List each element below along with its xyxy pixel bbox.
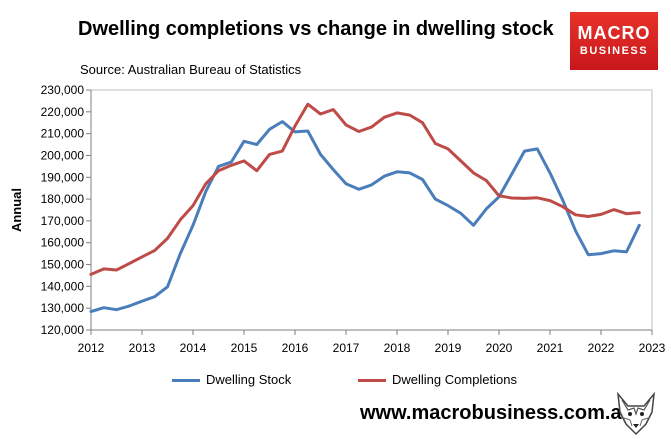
y-tick-label: 190,000 (41, 170, 85, 184)
y-tick-label: 210,000 (41, 127, 85, 141)
legend-swatch-dwelling-stock (172, 379, 200, 383)
x-tick-label: 2023 (639, 341, 666, 355)
y-tick-label: 180,000 (41, 192, 85, 206)
y-axis-label: Annual (9, 188, 24, 232)
logo-line-1: MACRO (577, 23, 651, 43)
legend-item-dwelling-stock: Dwelling Stock (172, 372, 291, 387)
series-line-dwelling-stock (89, 120, 641, 313)
x-tick-label: 2013 (129, 341, 156, 355)
x-tick-label: 2019 (435, 341, 462, 355)
legend-label-dwelling-completions: Dwelling Completions (392, 372, 517, 387)
chart-title: Dwelling completions vs change in dwelli… (78, 18, 554, 40)
chart-legend: Dwelling Stock Dwelling Completions (0, 372, 671, 392)
legend-swatch-dwelling-completions (358, 379, 386, 383)
x-tick-label: 2012 (78, 341, 105, 355)
y-tick-label: 230,000 (41, 83, 85, 97)
x-tick-label: 2018 (384, 341, 411, 355)
y-tick-label: 170,000 (41, 214, 85, 228)
x-tick-label: 2015 (231, 341, 258, 355)
website-url: www.macrobusiness.com.au (360, 402, 634, 424)
x-tick-label: 2022 (588, 341, 615, 355)
x-tick-label: 2021 (537, 341, 564, 355)
chart-source: Source: Australian Bureau of Statistics (80, 62, 302, 77)
y-tick-label: 200,000 (41, 148, 85, 162)
x-tick-label: 2016 (282, 341, 309, 355)
x-tick-label: 2017 (333, 341, 360, 355)
logo-line-2: BUSINESS (579, 45, 649, 57)
macrobusiness-logo: MACRO BUSINESS (570, 12, 658, 70)
x-tick-label: 2020 (486, 341, 513, 355)
x-tick-label: 2014 (180, 341, 207, 355)
y-tick-label: 120,000 (41, 323, 85, 337)
y-tick-label: 150,000 (41, 258, 85, 272)
legend-label-dwelling-stock: Dwelling Stock (206, 372, 292, 387)
y-tick-label: 140,000 (41, 279, 85, 293)
y-tick-label: 130,000 (41, 301, 85, 315)
y-tick-label: 220,000 (41, 105, 85, 119)
fox-mascot-icon (616, 391, 656, 436)
y-tick-label: 160,000 (41, 236, 85, 250)
series-line-dwelling-completions (89, 102, 641, 276)
legend-item-dwelling-completions: Dwelling Completions (358, 372, 517, 387)
